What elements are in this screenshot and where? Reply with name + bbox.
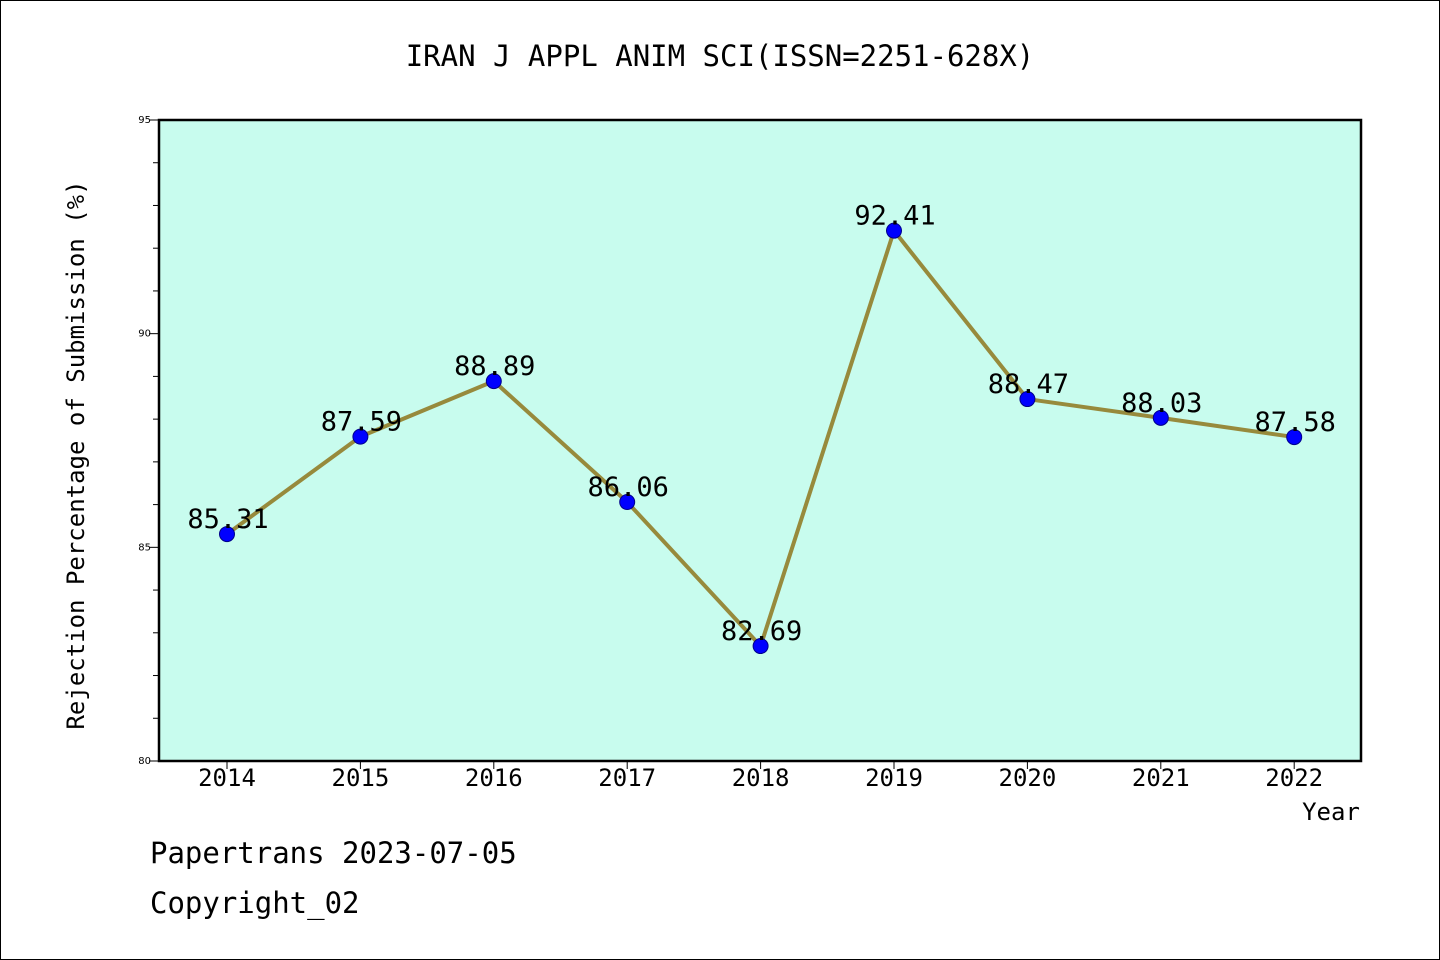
data-point xyxy=(752,638,769,655)
data-point xyxy=(1019,391,1036,408)
data-label: 88.47 xyxy=(988,369,1069,400)
data-label: 88.89 xyxy=(454,351,535,382)
plot-area xyxy=(157,118,1363,763)
data-label: 87.58 xyxy=(1255,407,1336,438)
x-tick-label: 2022 xyxy=(1265,764,1323,792)
data-label: 82.69 xyxy=(721,616,802,647)
x-tick-label: 2014 xyxy=(198,764,256,792)
x-tick-label: 2018 xyxy=(732,764,790,792)
data-point xyxy=(619,494,636,511)
data-point xyxy=(352,428,369,445)
data-label: 87.59 xyxy=(321,407,402,438)
data-series xyxy=(219,222,1303,655)
x-tick-label: 2015 xyxy=(332,764,390,792)
y-tick-label: 95 xyxy=(138,115,151,126)
data-point xyxy=(485,373,502,390)
data-label: 86.06 xyxy=(588,472,669,503)
x-axis: 2014 2015 2016 2017 2018 2019 2020 2021 2022 xyxy=(198,761,1323,792)
data-point xyxy=(1152,409,1169,426)
data-label: 88.03 xyxy=(1121,388,1202,419)
chart-title: IRAN J APPL ANIM SCI(ISSN=2251-628X) xyxy=(406,39,1035,73)
footer-date: Papertrans 2023-07-05 xyxy=(150,836,517,870)
data-label: 92.41 xyxy=(854,201,935,232)
data-label: 85.31 xyxy=(187,504,268,535)
data-point xyxy=(886,222,902,239)
x-axis-label: Year xyxy=(1302,798,1360,826)
data-point xyxy=(1286,429,1303,446)
x-tick-label: 2021 xyxy=(1132,764,1190,792)
data-point xyxy=(219,526,235,543)
y-axis-label: Rejection Percentage of Submission (%) xyxy=(62,180,90,729)
x-tick-label: 2016 xyxy=(465,764,523,792)
x-tick-label: 2019 xyxy=(865,764,923,792)
y-tick-label: 90 xyxy=(138,329,151,340)
data-labels: 85.31 87.59 88.89 86.06 82.69 92.41 88.47 88.03… xyxy=(187,201,1335,647)
y-axis: 80 85 90 95 xyxy=(138,115,159,767)
footer-copyright: Copyright_02 xyxy=(150,886,360,920)
y-tick-label: 80 xyxy=(138,756,151,767)
x-tick-label: 2017 xyxy=(598,764,656,792)
y-tick-label: 85 xyxy=(138,542,151,553)
x-tick-label: 2020 xyxy=(999,764,1057,792)
